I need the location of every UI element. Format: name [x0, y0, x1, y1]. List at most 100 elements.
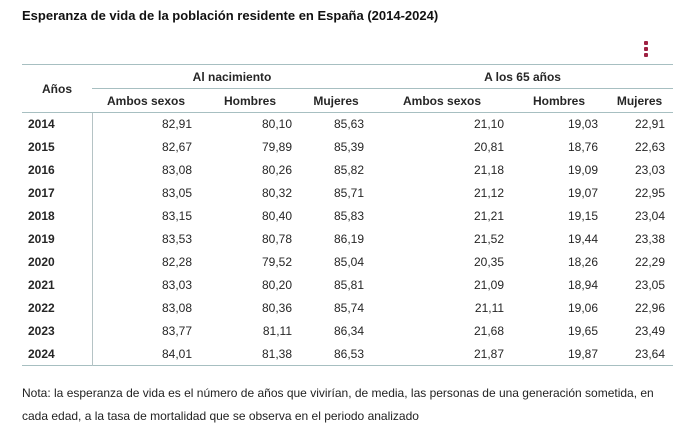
- column-header-women-65: Mujeres: [606, 88, 674, 113]
- value-cell: 80,36: [261, 301, 292, 315]
- value-cell: 85,81: [334, 278, 365, 292]
- value-cell: 23,05: [635, 278, 666, 292]
- table-row: 2016 83,08 80,26 85,82 21,18 19,09 23,03: [22, 158, 673, 182]
- value-cell: 80,40: [261, 209, 292, 223]
- value-cell: 22,91: [635, 117, 666, 132]
- value-cell: 85,71: [334, 186, 365, 200]
- year-cell: 2020: [22, 250, 93, 274]
- value-cell: 18,76: [568, 140, 599, 154]
- value-cell: 23,64: [635, 346, 666, 361]
- value-cell: 19,44: [568, 232, 599, 246]
- value-cell: 85,82: [334, 163, 365, 177]
- value-cell: 80,32: [261, 186, 292, 200]
- year-cell: 2018: [22, 204, 93, 228]
- year-cell: 2015: [22, 135, 93, 159]
- value-cell: 19,87: [568, 346, 599, 361]
- year-cell: 2017: [22, 181, 93, 205]
- value-cell: 82,67: [161, 140, 192, 154]
- table-row: 2020 82,28 79,52 85,04 20,35 18,26 22,29: [22, 250, 673, 274]
- value-cell: 19,15: [568, 209, 599, 223]
- value-cell: 80,10: [261, 117, 292, 132]
- table-row: 2017 83,05 80,32 85,71 21,12 19,07 22,95: [22, 181, 673, 205]
- value-cell: 83,08: [161, 163, 192, 177]
- value-cell: 21,10: [474, 117, 505, 132]
- value-cell: 19,65: [568, 324, 599, 338]
- value-cell: 86,53: [334, 346, 365, 361]
- column-header-both-sexes-birth: Ambos sexos: [92, 88, 200, 113]
- column-header-both-sexes-65: Ambos sexos: [372, 88, 513, 113]
- value-cell: 21,21: [474, 209, 505, 223]
- value-cell: 84,01: [161, 346, 192, 361]
- table-row: 2015 82,67 79,89 85,39 20,81 18,76 22,63: [22, 135, 673, 159]
- value-cell: 18,26: [568, 255, 599, 269]
- value-cell: 21,52: [474, 232, 505, 246]
- year-cell: 2024: [22, 342, 93, 366]
- value-cell: 21,87: [474, 346, 505, 361]
- table-row: 2024 84,01 81,38 86,53 21,87 19,87 23,64: [22, 342, 673, 366]
- value-cell: 22,96: [635, 301, 666, 315]
- table-row: 2022 83,08 80,36 85,74 21,11 19,06 22,96: [22, 296, 673, 320]
- value-cell: 82,91: [161, 117, 192, 132]
- value-cell: 86,19: [334, 232, 365, 246]
- group-header-row: Años Al nacimiento A los 65 años: [22, 64, 674, 113]
- value-cell: 83,77: [161, 324, 192, 338]
- column-header-years: Años: [22, 64, 92, 113]
- table-body: 2014 82,91 80,10 85,63 21,10 19,03 22,91 2015 82…: [22, 112, 673, 366]
- value-cell: 80,78: [261, 232, 292, 246]
- value-cell: 83,03: [161, 278, 192, 292]
- value-cell: 79,52: [261, 255, 292, 269]
- value-cell: 19,06: [568, 301, 599, 315]
- value-cell: 22,29: [635, 255, 666, 269]
- kebab-dot-icon: [644, 41, 648, 45]
- value-cell: 21,09: [474, 278, 505, 292]
- group-header-at-birth: Al nacimiento: [92, 64, 373, 89]
- kebab-menu-button[interactable]: [641, 41, 651, 57]
- table-header: Años Al nacimiento A los 65 años Ambos s…: [22, 64, 674, 113]
- life-expectancy-table: Años Al nacimiento A los 65 años Ambos s…: [22, 64, 674, 366]
- table-row: 2014 82,91 80,10 85,63 21,10 19,03 22,91: [22, 112, 673, 136]
- footnote: Nota: la esperanza de vida es el número …: [22, 386, 654, 423]
- value-cell: 82,28: [161, 255, 192, 269]
- value-cell: 83,05: [161, 186, 192, 200]
- value-cell: 85,04: [334, 255, 365, 269]
- value-cell: 81,38: [261, 346, 292, 361]
- value-cell: 19,03: [568, 117, 599, 132]
- column-header-men-65: Hombres: [512, 88, 607, 113]
- kebab-dot-icon: [644, 47, 648, 51]
- table-row: 2023 83,77 81,11 86,34 21,68 19,65 23,49: [22, 319, 673, 343]
- sub-header-row: Ambos sexos Hombres Mujeres Ambos sexos …: [22, 88, 674, 113]
- table-row: 2019 83,53 80,78 86,19 21,52 19,44 23,38: [22, 227, 673, 251]
- value-cell: 22,95: [635, 186, 666, 200]
- table-row: 2021 83,03 80,20 85,81 21,09 18,94 23,05: [22, 273, 673, 297]
- value-cell: 23,03: [635, 163, 666, 177]
- value-cell: 85,74: [334, 301, 365, 315]
- value-cell: 85,39: [334, 140, 365, 154]
- value-cell: 83,15: [161, 209, 192, 223]
- group-header-at-65: A los 65 años: [372, 64, 674, 89]
- value-cell: 83,08: [161, 301, 192, 315]
- value-cell: 23,38: [635, 232, 666, 246]
- column-header-women-birth: Mujeres: [300, 88, 373, 113]
- value-cell: 83,53: [161, 232, 192, 246]
- year-cell: 2021: [22, 273, 93, 297]
- table-row: 2018 83,15 80,40 85,83 21,21 19,15 23,04: [22, 204, 673, 228]
- value-cell: 23,04: [635, 209, 666, 223]
- value-cell: 86,34: [334, 324, 365, 338]
- value-cell: 79,89: [261, 140, 292, 154]
- value-cell: 85,83: [334, 209, 365, 223]
- year-cell: 2014: [22, 112, 93, 136]
- value-cell: 21,11: [474, 301, 505, 315]
- page-title: Esperanza de vida de la población reside…: [22, 8, 439, 23]
- value-cell: 80,26: [261, 163, 292, 177]
- value-cell: 20,35: [474, 255, 505, 269]
- value-cell: 21,68: [474, 324, 505, 338]
- value-cell: 21,12: [474, 186, 505, 200]
- year-cell: 2019: [22, 227, 93, 251]
- year-cell: 2023: [22, 319, 93, 343]
- column-header-men-birth: Hombres: [200, 88, 300, 113]
- value-cell: 19,09: [568, 163, 599, 177]
- value-cell: 18,94: [568, 278, 599, 292]
- value-cell: 81,11: [262, 324, 292, 338]
- value-cell: 22,63: [635, 140, 666, 154]
